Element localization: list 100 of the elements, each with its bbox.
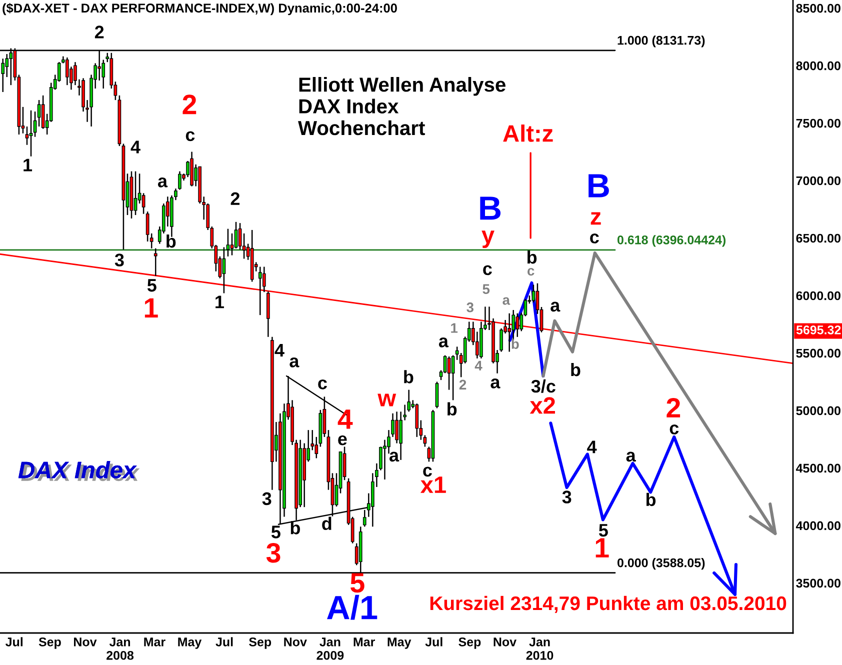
annotation: c [483,265,492,276]
annotation: 1 [451,323,458,333]
candlestick [443,354,447,374]
candlestick [150,232,154,249]
annotation: a [290,357,300,368]
candlestick [395,411,398,444]
annotation: B [588,174,609,198]
annotation: 1 [596,538,609,558]
annotation: 3 [266,543,280,563]
candlestick [447,356,451,390]
annotation: 2 [666,398,680,418]
x-tick-label: Jan 2008 [106,638,134,660]
annotation: 3 [262,492,272,506]
x-tick-label: Jan 2009 [316,638,344,660]
x-tick-label: May [388,638,412,649]
x-tick-label: Sep [249,637,272,649]
annotation: 3 [466,302,474,312]
x-tick-label: Mar [354,638,375,646]
annotation: 4 [130,140,140,154]
annotation: 1 [144,298,158,318]
annotation: z [590,212,601,225]
y-tick-label: 4000.00 [796,521,840,530]
annotation: 1 [216,296,224,308]
annotation: 5 [147,279,156,292]
annotation: b [404,370,414,384]
ref-line-label: 0.000 (3588.05) [617,558,705,570]
ref-line-label: 1.000 (8131.73) [618,36,705,48]
annotation: c [186,131,195,142]
annotation: 3/c [531,379,556,393]
candlestick [435,381,439,409]
annotation: x2 [530,397,555,414]
annotation: a [626,452,636,462]
candlestick [146,210,150,242]
candlestick [508,312,512,352]
y-tick-label: 5500.00 [796,348,840,358]
annotation: b [571,362,580,376]
annotation: 4 [274,344,284,356]
annotation: Alt:z [503,124,553,142]
candlestick [1,58,5,93]
annotation: a [502,297,510,305]
candlestick [230,232,234,256]
candlestick [41,94,45,130]
candlestick [238,222,242,250]
x-tick-label: Nov [284,638,307,646]
annotation: 5 [598,524,608,537]
annotation: 4 [587,440,597,454]
annotation: b [166,234,176,248]
annotation: Kursziel 2314,79 Punkte am 03.05.2010 [430,596,786,614]
y-tick-label: 4500.00 [796,464,840,473]
annotation: 3 [114,254,124,266]
y-tick-label: 5000.00 [796,406,840,416]
x-tick-label: Jul [6,637,22,646]
annotation: a [438,337,449,348]
annotation: a [389,452,400,462]
candlestick [234,221,238,249]
annotation: x1 [420,476,446,493]
annotation: Elliott Wellen Analyse DAX Index Wochenchart [298,77,506,136]
annotation: b [512,338,519,349]
annotation: a [550,302,560,312]
annotation: e [338,435,347,446]
annotation: 2 [182,94,196,114]
candlestick [258,266,262,316]
y-tick-label: 7500.00 [796,118,840,128]
y-tick-label: 3500.00 [796,578,840,588]
annotation: w [378,394,396,406]
candlestick [222,246,226,294]
candlestick [134,170,138,216]
candlestick [262,266,266,293]
y-tick-label: 8000.00 [796,61,840,70]
annotation: B [480,196,501,220]
annotation: 5 [271,526,280,538]
candlestick [242,232,246,260]
annotation: 1 [24,158,32,172]
y-tick-label: 8500.00 [796,4,840,13]
candlestick [423,434,427,448]
candlestick [226,228,230,258]
x-tick-label: Jul [216,637,233,646]
x-tick-label: Jul [425,637,442,646]
annotation: 4 [338,410,353,429]
x-tick-label: May [178,638,202,649]
annotation: c [590,234,599,244]
candlestick [516,312,520,338]
y-tick-label: 6000.00 [796,291,840,300]
candlestick [66,56,69,86]
annotation: A/1 [327,594,378,620]
annotation: 4 [474,360,482,370]
annotation: a [490,378,500,388]
x-tick-label: Sep [458,637,481,649]
chart-title: ($DAX-XET - DAX PERFORMANCE-INDEX,W) Dynamic,0:00-24:00 [2,3,397,16]
text: 5695.32 [796,326,841,334]
annotation: DAX Index [18,460,140,482]
annotation: b [646,492,656,506]
annotation: 2 [94,26,104,38]
y-tick-label: 7000.00 [796,176,840,186]
ref-line-label: 0.618 (6396.04424) [617,235,726,247]
x-tick-label: Nov [74,638,97,646]
candlestick [142,192,146,214]
candlestick [29,110,33,158]
annotation: y [482,230,494,248]
annotation: 3 [562,490,572,504]
